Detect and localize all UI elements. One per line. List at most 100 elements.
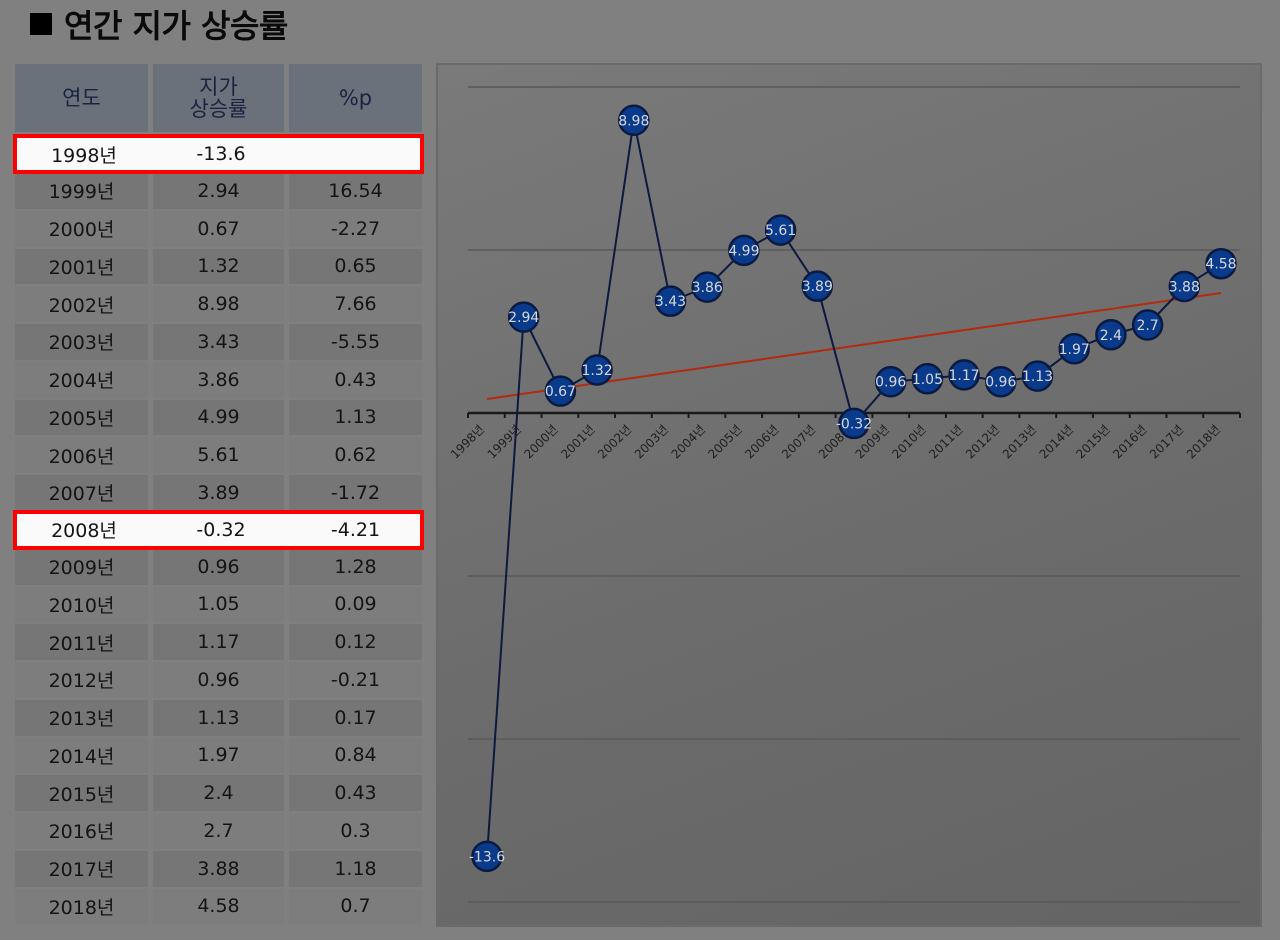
- rate-cell: 1.13: [153, 699, 284, 736]
- pp-cell: 7.66: [289, 286, 422, 322]
- pp-cell: -5.55: [289, 324, 422, 360]
- table-row: 2004년 3.86 0.43: [15, 361, 422, 399]
- pp-cell: 0.7: [289, 888, 422, 925]
- year-cell: 2015년: [15, 775, 148, 811]
- rate-cell: 0.96: [153, 662, 284, 698]
- table-row: 2005년 4.99 1.13: [15, 399, 422, 437]
- rate-cell: 1.05: [153, 586, 284, 623]
- x-tick-label: 2014년: [1037, 422, 1076, 461]
- pp-cell: 16.54: [289, 173, 422, 209]
- year-cell: 2004년: [15, 361, 148, 398]
- header-rate-line2: 상승률: [189, 97, 248, 121]
- pp-cell: 0.43: [289, 775, 422, 811]
- table-row-highlighted: 1998년 -13.6: [13, 134, 424, 174]
- year-cell: 2005년: [15, 399, 148, 436]
- rate-cell: 3.43: [153, 324, 284, 360]
- pp-cell: 0.12: [289, 624, 422, 660]
- pp-cell: -4.21: [289, 511, 422, 548]
- year-cell: 2010년: [15, 586, 148, 623]
- year-cell: 2012년: [15, 662, 148, 698]
- year-cell: 2006년: [15, 437, 148, 473]
- year-cell: 2016년: [15, 813, 148, 849]
- year-cell: 2018년: [15, 888, 148, 925]
- trendline: [486, 292, 1222, 400]
- rate-cell: 1.32: [153, 248, 284, 285]
- year-cell: 2002년: [15, 286, 148, 322]
- pp-cell: 0.09: [289, 586, 422, 623]
- data-point-marker: [1021, 360, 1054, 392]
- table-row: 2007년 3.89 -1.72: [15, 474, 422, 512]
- data-point-marker: [764, 214, 797, 246]
- year-cell: 2014년: [15, 737, 148, 774]
- data-point-marker: [1095, 319, 1127, 351]
- table-row: 2013년 1.13 0.17: [15, 699, 422, 737]
- data-label: 3.86: [692, 280, 723, 296]
- data-point-marker: [874, 365, 907, 398]
- data-label: 1.17: [949, 368, 980, 384]
- land-price-table: 연도 지가 상승률 %p 1998년 -13.6 1999년 2.94 16.54 2000…: [13, 64, 424, 925]
- year-cell: 2009년: [15, 548, 148, 585]
- pp-cell: 1.13: [289, 399, 422, 436]
- header-pp: %p: [289, 64, 422, 132]
- table-row: 2002년 8.98 7.66: [15, 285, 422, 323]
- pp-cell: -0.21: [289, 662, 422, 698]
- data-point-marker: [654, 285, 687, 317]
- x-tick-label: 2001년: [558, 422, 597, 461]
- table-row: 2011년 1.17 0.12: [15, 623, 422, 661]
- chart-panel: [436, 63, 1262, 927]
- data-point-marker: [1131, 309, 1164, 341]
- table-row: 2017년 3.88 1.18: [15, 850, 422, 888]
- data-label: 1.32: [582, 363, 613, 379]
- data-point-marker: [1168, 270, 1201, 303]
- x-tick-label: 1999년: [485, 422, 524, 461]
- data-label: 0.96: [875, 375, 906, 391]
- table-body: 1998년 -13.6 1999년 2.94 16.54 2000년 0.67 -2.27 20…: [13, 134, 424, 925]
- rate-cell: 2.4: [153, 775, 284, 811]
- data-label: 3.43: [655, 294, 686, 310]
- year-cell: 2011년: [15, 624, 148, 660]
- header-year-label: 연도: [62, 86, 101, 110]
- pp-cell: 0.62: [289, 437, 422, 473]
- pp-cell: 0.17: [289, 699, 422, 736]
- pp-cell: -1.72: [289, 475, 422, 511]
- x-tick-label: 2002년: [595, 422, 634, 461]
- rate-cell: 0.67: [153, 210, 284, 247]
- data-point-marker: [618, 104, 650, 137]
- data-label: 0.67: [545, 384, 576, 400]
- rate-cell: 2.7: [153, 813, 284, 849]
- x-tick-label: 2012년: [963, 422, 1002, 461]
- table-row: 2001년 1.32 0.65: [15, 248, 422, 286]
- year-cell: 2000년: [15, 210, 148, 247]
- data-label: 8.98: [618, 113, 649, 129]
- data-point-marker: [1205, 247, 1237, 280]
- pp-cell: 1.18: [289, 850, 422, 887]
- pp-cell: 0.65: [289, 248, 422, 285]
- table-header: 연도 지가 상승률 %p: [15, 64, 422, 132]
- table-row: 2012년 0.96 -0.21: [15, 661, 422, 699]
- header-rate: 지가 상승률: [153, 64, 284, 132]
- pp-cell: [289, 136, 422, 172]
- rate-cell: 0.96: [153, 548, 284, 585]
- page-title-text: 연간 지가 상승률: [64, 7, 288, 45]
- rate-cell: -13.6: [153, 136, 289, 172]
- x-tick-label: 2004년: [669, 422, 708, 461]
- header-year: 연도: [15, 64, 148, 132]
- header-rate-line1: 지가: [199, 75, 238, 99]
- data-point-marker: [911, 363, 944, 395]
- year-cell: 2008년: [15, 511, 153, 548]
- rate-cell: 4.58: [153, 888, 284, 925]
- rate-cell: 3.88: [153, 850, 284, 887]
- x-tick-label: 2010년: [889, 422, 928, 461]
- data-label: 2.7: [1136, 318, 1158, 334]
- x-tick-label: 2018년: [1184, 422, 1223, 461]
- data-point-marker: [544, 375, 577, 407]
- rate-cell: 1.97: [153, 737, 284, 774]
- x-tick-label: 2017년: [1147, 422, 1186, 461]
- rate-cell: 3.89: [153, 475, 284, 511]
- data-point-marker: [1058, 333, 1090, 365]
- rate-cell: 4.99: [153, 399, 284, 436]
- x-tick-label: 2003년: [632, 422, 671, 461]
- data-label: 3.88: [1169, 280, 1200, 296]
- data-line: [486, 120, 1222, 857]
- data-label: 0.96: [985, 375, 1016, 391]
